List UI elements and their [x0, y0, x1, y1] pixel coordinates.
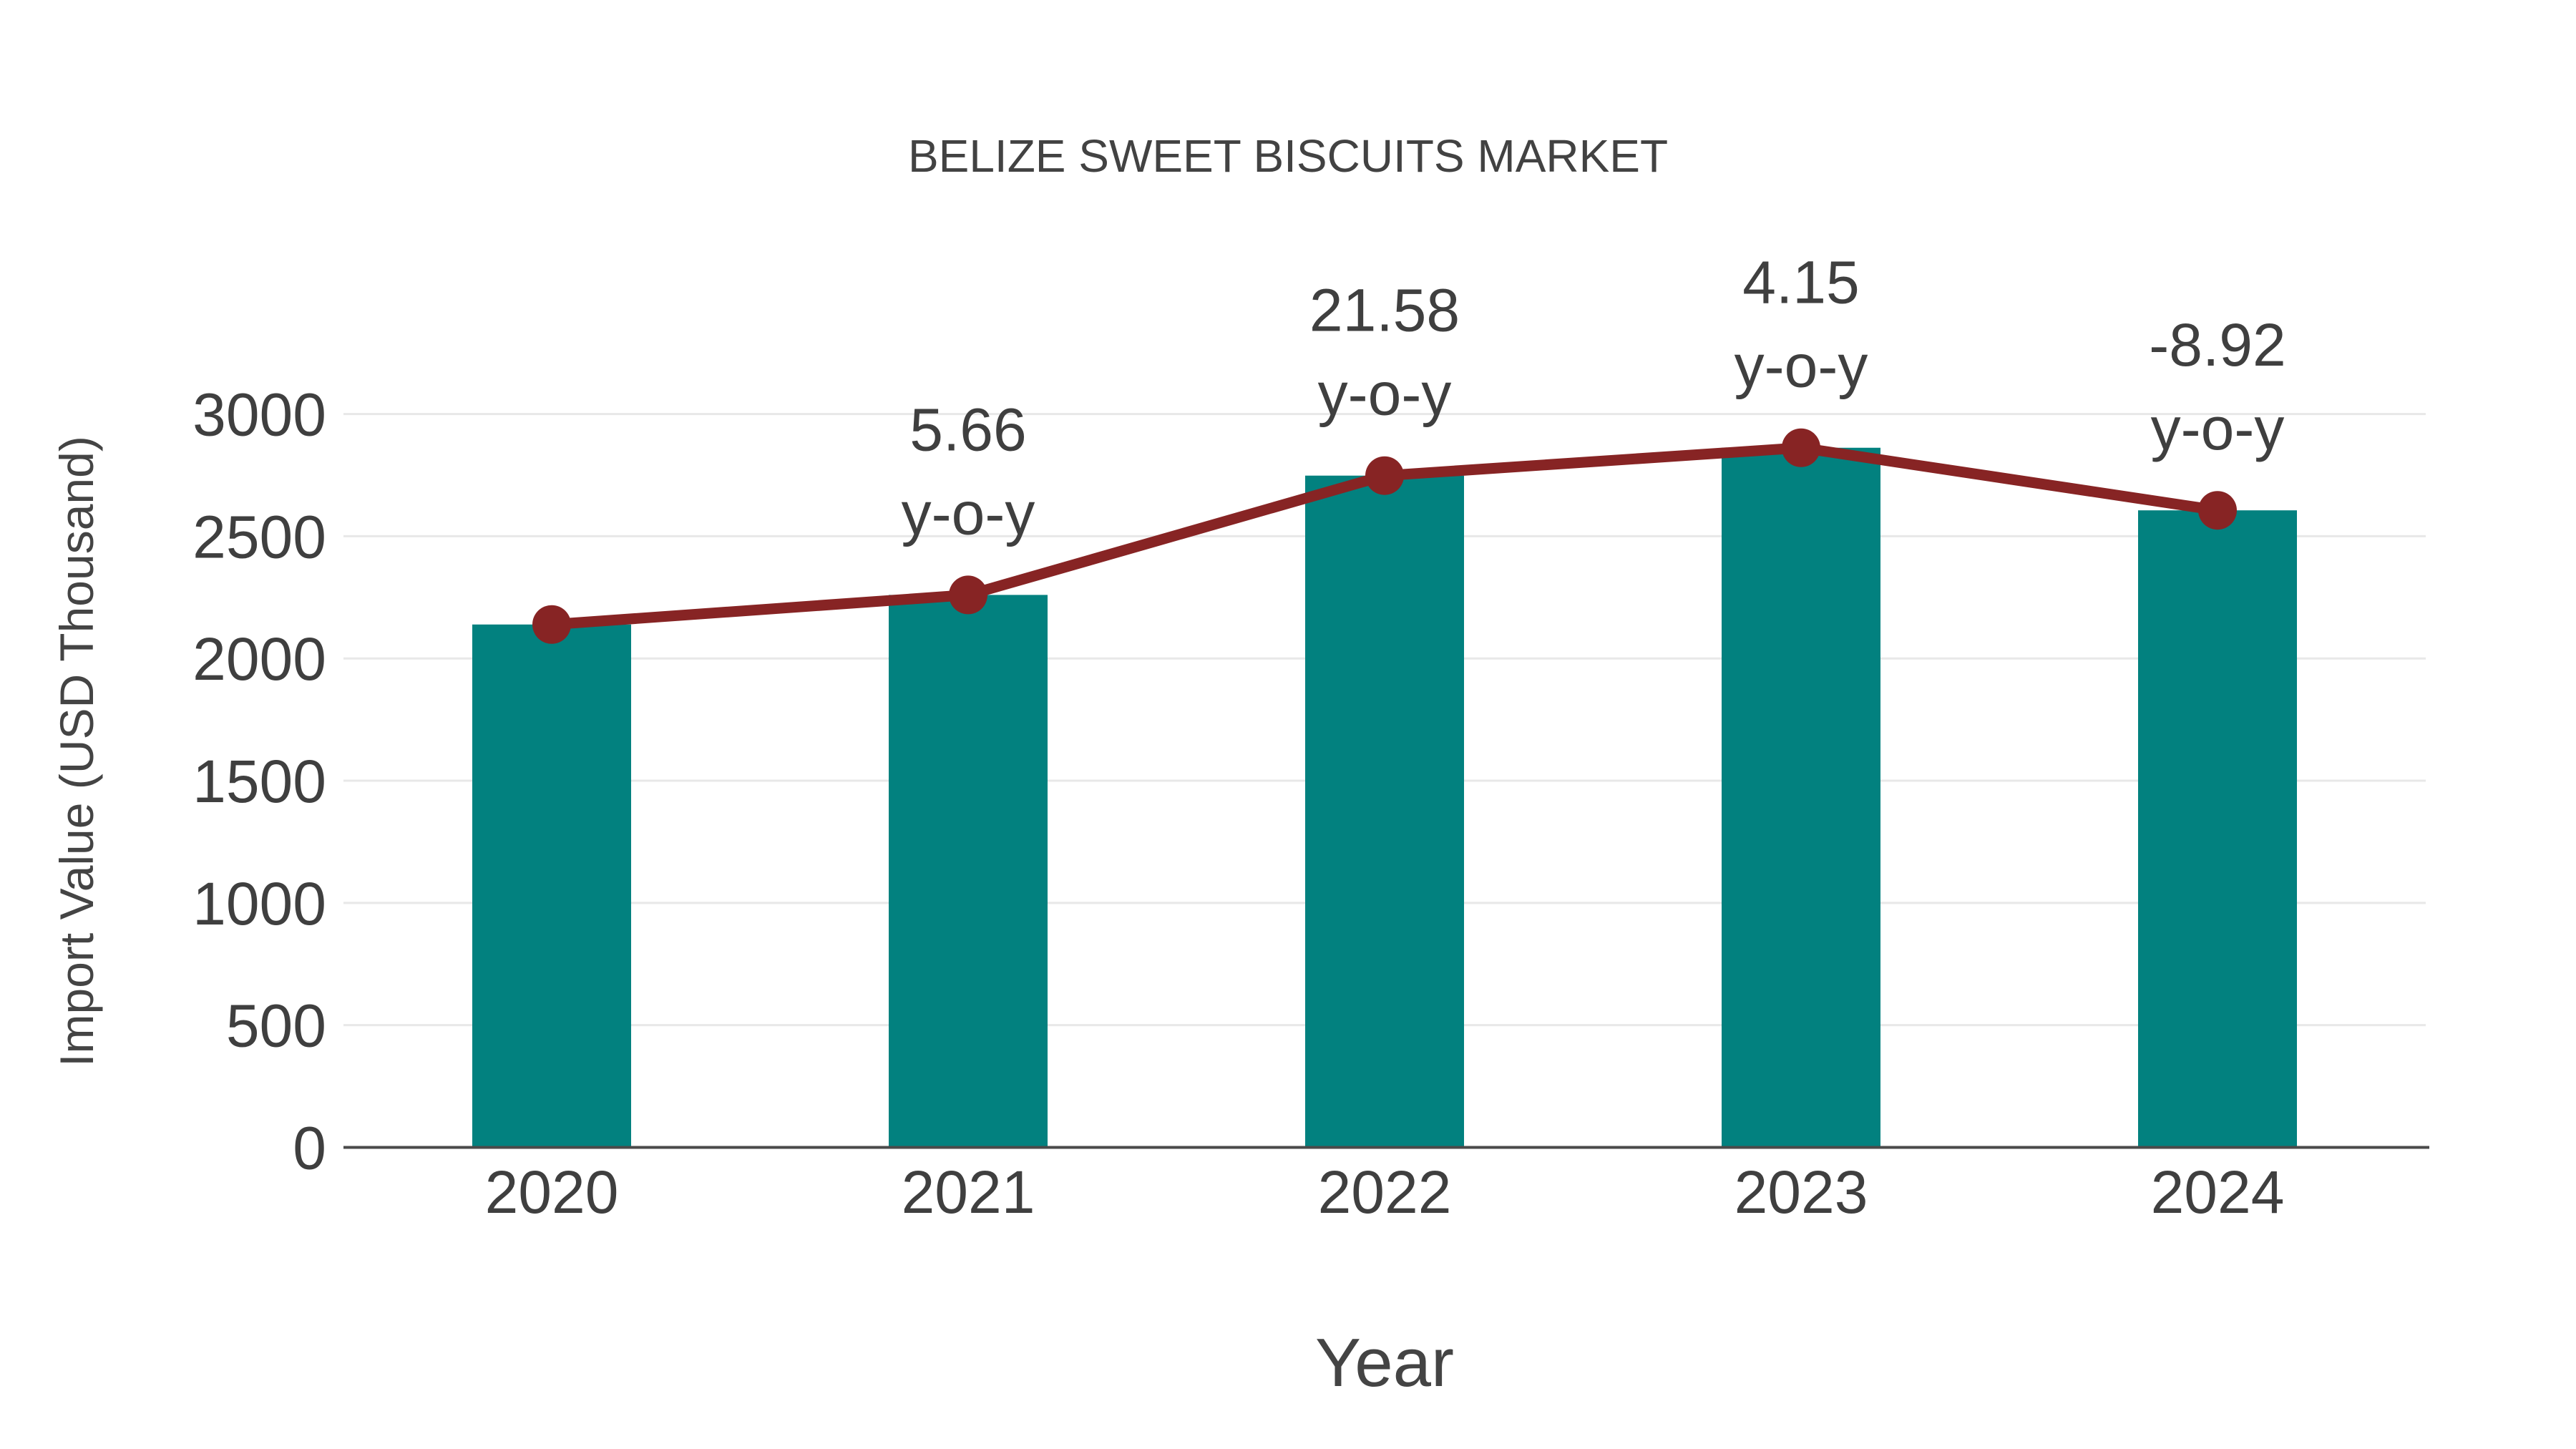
yoy-suffix-label: y-o-y	[1318, 361, 1452, 428]
chart-title: BELIZE SWEET BISCUITS MARKET	[908, 130, 1668, 182]
y-tick-label: 1000	[192, 870, 326, 937]
y-tick-label: 2500	[192, 503, 326, 570]
y-tick-label: 3000	[192, 381, 326, 449]
yoy-value-label: 5.66	[909, 396, 1027, 463]
bar	[2138, 510, 2297, 1148]
bar	[1722, 447, 1880, 1148]
y-tick-label: 2000	[192, 625, 326, 693]
line-marker	[532, 605, 571, 644]
x-tick-label: 2024	[2151, 1158, 2285, 1226]
y-axis-title: Import Value (USD Thousand)	[50, 436, 103, 1067]
line-marker	[949, 575, 987, 615]
x-tick-label: 2020	[485, 1158, 619, 1226]
line-marker	[1365, 456, 1404, 495]
x-axis-title: Year	[1315, 1324, 1454, 1401]
yoy-suffix-label: y-o-y	[2151, 395, 2285, 462]
x-tick-label: 2021	[902, 1158, 1035, 1226]
line-marker	[2198, 491, 2237, 530]
y-tick-label: 1500	[192, 748, 326, 815]
x-tick-label: 2023	[1735, 1158, 1868, 1226]
yoy-suffix-label: y-o-y	[902, 479, 1035, 547]
yoy-value-label: 21.58	[1309, 277, 1460, 344]
y-tick-label: 0	[293, 1115, 326, 1182]
yoy-suffix-label: y-o-y	[1735, 333, 1868, 400]
yoy-value-label: 4.15	[1742, 249, 1860, 316]
yoy-value-label: -8.92	[2149, 311, 2285, 379]
line-marker	[1782, 428, 1820, 467]
bar	[889, 595, 1048, 1148]
bar	[472, 624, 631, 1148]
x-tick-label: 2022	[1318, 1158, 1452, 1226]
bar	[1305, 475, 1464, 1148]
y-tick-label: 500	[226, 992, 326, 1060]
plot-area: 0 500 1000 1500 2000 2500 3000 2020 2021 2022 2023…	[192, 249, 2429, 1226]
